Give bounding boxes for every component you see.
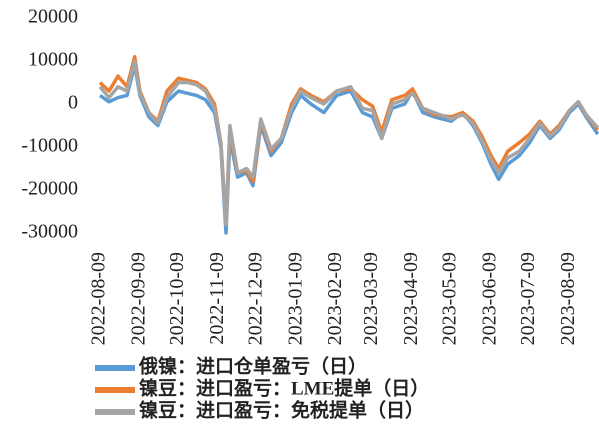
y-tick-label: -10000 [21,135,78,157]
series-line [98,59,599,227]
x-tick-label: 2023-02-09 [324,252,346,345]
legend-label: 镍豆：进口盈亏：免税提单（日） [139,398,424,421]
series-line [98,63,599,235]
x-tick-label: 2023-07-09 [517,252,539,345]
x-tick-label: 2023-04-09 [400,252,422,345]
legend-label: 镍豆：进口盈亏：LME提单（日） [139,376,429,399]
y-tick-label: 0 [68,92,78,114]
x-tick-label: 2022-08-09 [88,252,110,345]
legend-label: 俄镍：进口仓单盈亏（日） [138,354,367,377]
y-tick-label: 20000 [28,6,78,28]
x-tick-label: 2023-01-09 [284,252,306,345]
x-tick-label: 2023-05-09 [439,252,461,345]
x-tick-label: 2022-09-09 [127,252,149,345]
x-tick-label: 2023-03-09 [360,252,382,345]
x-tick-label: 2022-10-09 [166,252,188,345]
x-tick-label: 2023-08-09 [557,252,579,345]
y-tick-label: -30000 [21,221,78,243]
x-tick-label: 2023-06-09 [479,252,501,345]
y-tick-label: 10000 [28,49,78,71]
series-line [98,54,599,227]
y-tick-label: -20000 [21,178,78,200]
x-tick-label: 2022-12-09 [244,252,266,345]
x-tick-label: 2022-11-09 [206,252,228,345]
